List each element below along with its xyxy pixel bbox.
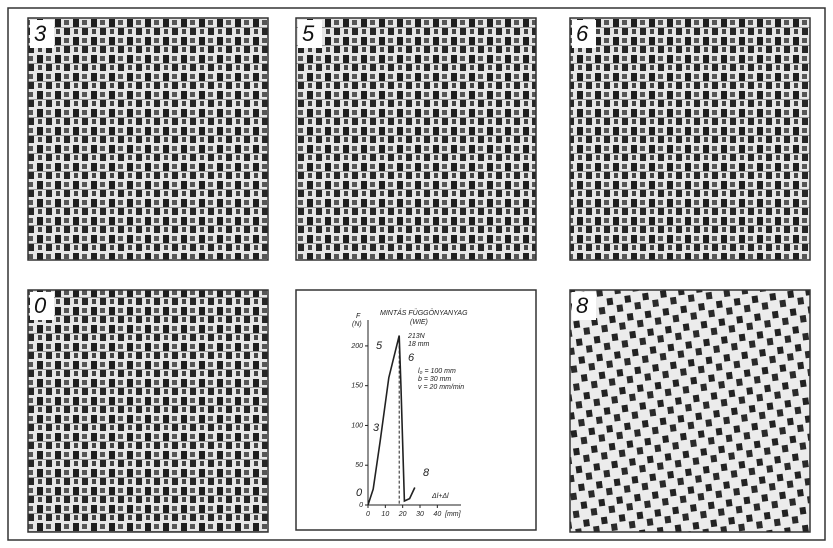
y-tick-label: 0 [359, 502, 363, 509]
panel-label: 6 [576, 21, 589, 46]
y-tick-label: 200 [350, 343, 363, 350]
annotation: 3 [373, 422, 380, 434]
photo [570, 290, 810, 532]
photo [28, 290, 268, 532]
y-label: (N) [352, 321, 362, 328]
photo [296, 18, 536, 260]
annotation: b = 30 mm [418, 376, 451, 383]
photo [28, 18, 268, 260]
y-tick-label: 150 [351, 383, 363, 390]
annotation: l₀ = 100 mm [418, 368, 456, 375]
x-label: [mm] [444, 511, 462, 518]
annotation: 0 [356, 487, 363, 499]
chart-title: MINTÁS FÜGGÖNYANYAG [380, 308, 468, 317]
y-tick-label: 100 [351, 422, 363, 429]
y-label: F [356, 313, 361, 320]
x-tick-label: 10 [381, 511, 389, 518]
photo [570, 18, 810, 260]
x-tick-label: 30 [416, 511, 424, 518]
annotation: 213N [407, 333, 426, 340]
annotation: 8 [423, 467, 430, 479]
x-tick-label: 20 [398, 511, 407, 518]
annotation: 6 [408, 352, 415, 364]
annotation: v = 20 mm/min [418, 384, 464, 391]
annotation: 5 [376, 340, 383, 352]
figure: 35608 050100150200010203040MINTÁS FÜGGÖN… [0, 0, 833, 548]
x-var: Δl+Δl [431, 493, 449, 500]
panel-label: 5 [302, 21, 315, 46]
panel-label: 8 [576, 293, 589, 318]
chart-panel [296, 290, 536, 530]
chart-title: (WIE) [410, 319, 428, 326]
x-tick-label: 0 [366, 511, 370, 518]
panel-label: 3 [34, 21, 47, 46]
x-tick-label: 40 [433, 511, 441, 518]
panel-label: 0 [34, 293, 47, 318]
y-tick-label: 50 [355, 462, 363, 469]
annotation: 18 mm [408, 341, 430, 348]
